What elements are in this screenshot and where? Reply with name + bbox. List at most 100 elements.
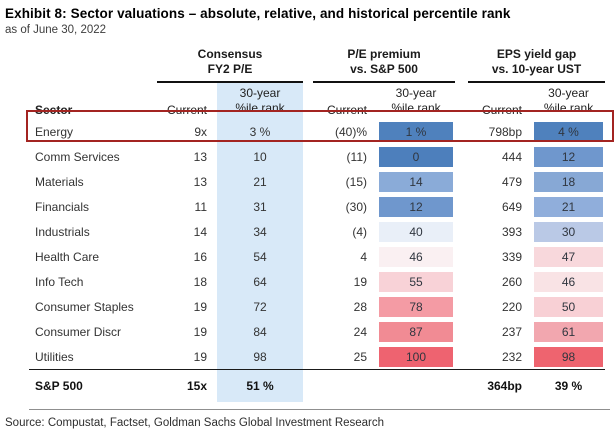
eps-current-header: Current bbox=[482, 103, 523, 117]
summary-section: S&P 500 15x 51 % 364bp 39 % bbox=[29, 369, 606, 402]
premium-current-value: (11) bbox=[346, 149, 367, 164]
eps-current-value: 232 bbox=[501, 349, 523, 364]
eps-percentile-cell: 46 bbox=[532, 269, 605, 294]
sp500-label: S&P 500 bbox=[29, 369, 157, 402]
heatmap-value: 30 bbox=[534, 221, 604, 242]
pe-percentile-value: 3 % bbox=[217, 119, 303, 144]
premium-percentile-cell: 1 % bbox=[377, 119, 455, 144]
eps-percentile-cell: 98 bbox=[532, 344, 605, 370]
sector-name: Consumer Staples bbox=[35, 299, 134, 314]
pe-current-value: 16 bbox=[193, 249, 207, 264]
table-row: Consumer Discr 19 84 24 87 237 61 bbox=[29, 319, 605, 344]
sp500-eps-current: 364bp bbox=[468, 369, 533, 402]
heatmap-value: 50 bbox=[534, 296, 604, 317]
premium-percentile-cell: 55 bbox=[377, 269, 455, 294]
premium-percentile-header: 30-year %ile rank bbox=[391, 85, 441, 116]
group-eps-yield-gap: EPS yield gap vs. 10-year UST bbox=[468, 44, 606, 83]
heatmap-value: 55 bbox=[379, 271, 454, 292]
premium-percentile-cell: 40 bbox=[377, 219, 455, 244]
eps-percentile-header: 30-year %ile rank bbox=[543, 85, 594, 116]
heatmap-value: 12 bbox=[379, 196, 454, 217]
heatmap-value: 14 bbox=[379, 171, 454, 192]
pe-percentile-value: 84 bbox=[217, 319, 303, 344]
eps-current-value: 393 bbox=[501, 224, 523, 239]
sector-name: Energy bbox=[35, 124, 74, 139]
pe-current-value: 14 bbox=[193, 224, 207, 239]
premium-current-value: 28 bbox=[353, 299, 367, 314]
eps-current-value: 220 bbox=[501, 299, 523, 314]
sp500-pe-percentile: 51 % bbox=[217, 369, 303, 402]
eps-current-value: 260 bbox=[501, 274, 523, 289]
eps-percentile-cell: 61 bbox=[532, 319, 605, 344]
premium-current-value: 24 bbox=[353, 324, 367, 339]
pe-percentile-value: 72 bbox=[217, 294, 303, 319]
table-row: Health Care 16 54 4 46 339 47 bbox=[29, 244, 605, 269]
premium-percentile-cell: 100 bbox=[377, 344, 455, 370]
sp500-eps-percentile: 39 % bbox=[532, 369, 606, 402]
as-of-date: as of June 30, 2022 bbox=[5, 24, 107, 36]
heatmap-value: 18 bbox=[534, 171, 604, 192]
pe-percentile-value: 34 bbox=[217, 219, 303, 244]
sector-name: Comm Services bbox=[35, 149, 120, 164]
eps-percentile-cell: 4 % bbox=[532, 119, 605, 144]
pe-percentile-value: 10 bbox=[217, 144, 303, 169]
eps-percentile-cell: 47 bbox=[532, 244, 605, 269]
eps-current-value: 479 bbox=[501, 174, 523, 189]
table-row: Consumer Staples 19 72 28 78 220 50 bbox=[29, 294, 605, 319]
heatmap-value: 0 bbox=[379, 146, 454, 167]
premium-current-value: (4) bbox=[352, 224, 367, 239]
sp500-pe-current: 15x bbox=[157, 369, 217, 402]
eps-percentile-cell: 50 bbox=[532, 294, 605, 319]
premium-current-value: (15) bbox=[345, 174, 367, 189]
premium-percentile-cell: 78 bbox=[377, 294, 455, 319]
table-row: Materials 13 21 (15) 14 479 18 bbox=[29, 169, 605, 194]
table-row-energy: Energy 9x 3 % (40)% 1 % 798bp 4 % bbox=[29, 119, 605, 144]
table-row: Comm Services 13 10 (11) 0 444 12 bbox=[29, 144, 605, 169]
heatmap-value: 87 bbox=[379, 321, 454, 342]
heatmap-value: 100 bbox=[379, 346, 454, 367]
eps-percentile-cell: 21 bbox=[532, 194, 605, 219]
sector-name: Utilities bbox=[35, 349, 74, 364]
pe-current-value: 11 bbox=[194, 199, 207, 214]
pe-current-value: 18 bbox=[193, 274, 207, 289]
pe-current-header: Current bbox=[166, 103, 207, 117]
eps-percentile-cell: 30 bbox=[532, 219, 605, 244]
premium-current-value: 19 bbox=[353, 274, 367, 289]
pe-percentile-value: 21 bbox=[217, 169, 303, 194]
eps-current-value: 798bp bbox=[488, 124, 523, 139]
premium-current-value: (30) bbox=[345, 199, 367, 214]
heatmap-value: 61 bbox=[534, 321, 604, 342]
pe-percentile-value: 98 bbox=[217, 344, 303, 370]
premium-current-value: (40)% bbox=[334, 124, 367, 139]
sector-name: Industrials bbox=[35, 224, 90, 239]
pe-percentile-value: 54 bbox=[217, 244, 303, 269]
sector-name: Consumer Discr bbox=[35, 324, 122, 339]
premium-current-header: Current bbox=[326, 103, 367, 117]
sector-name: Info Tech bbox=[35, 274, 84, 289]
table-row: Industrials 14 34 (4) 40 393 30 bbox=[29, 219, 605, 244]
table-row: Financials 11 31 (30) 12 649 21 bbox=[29, 194, 605, 219]
heatmap-value: 78 bbox=[379, 296, 454, 317]
pe-current-value: 19 bbox=[193, 324, 207, 339]
premium-percentile-cell: 0 bbox=[377, 144, 455, 169]
heatmap-value: 46 bbox=[379, 246, 454, 267]
pe-percentile-header: 30-year %ile rank bbox=[217, 82, 303, 119]
heatmap-value: 1 % bbox=[379, 121, 454, 142]
heatmap-value: 12 bbox=[534, 146, 604, 167]
table-row: Info Tech 18 64 19 55 260 46 bbox=[29, 269, 605, 294]
sector-valuation-table: Consensus FY2 P/E P/E premium vs. S&P 50… bbox=[29, 44, 606, 402]
table-row: Utilities 19 98 25 100 232 98 bbox=[29, 344, 605, 370]
sector-column-header: Sector bbox=[35, 103, 73, 117]
pe-percentile-value: 31 bbox=[217, 194, 303, 219]
sp500-summary-row: S&P 500 15x 51 % 364bp 39 % bbox=[29, 369, 606, 402]
heatmap-value: 4 % bbox=[534, 121, 604, 142]
premium-percentile-cell: 87 bbox=[377, 319, 455, 344]
bottom-rule bbox=[29, 409, 610, 410]
pe-percentile-value: 64 bbox=[217, 269, 303, 294]
heatmap-value: 40 bbox=[379, 221, 454, 242]
heatmap-value: 98 bbox=[534, 346, 604, 367]
pe-current-value: 19 bbox=[193, 299, 207, 314]
heatmap-value: 21 bbox=[534, 196, 604, 217]
premium-percentile-cell: 12 bbox=[377, 194, 455, 219]
sp500-premium-current bbox=[313, 369, 377, 402]
